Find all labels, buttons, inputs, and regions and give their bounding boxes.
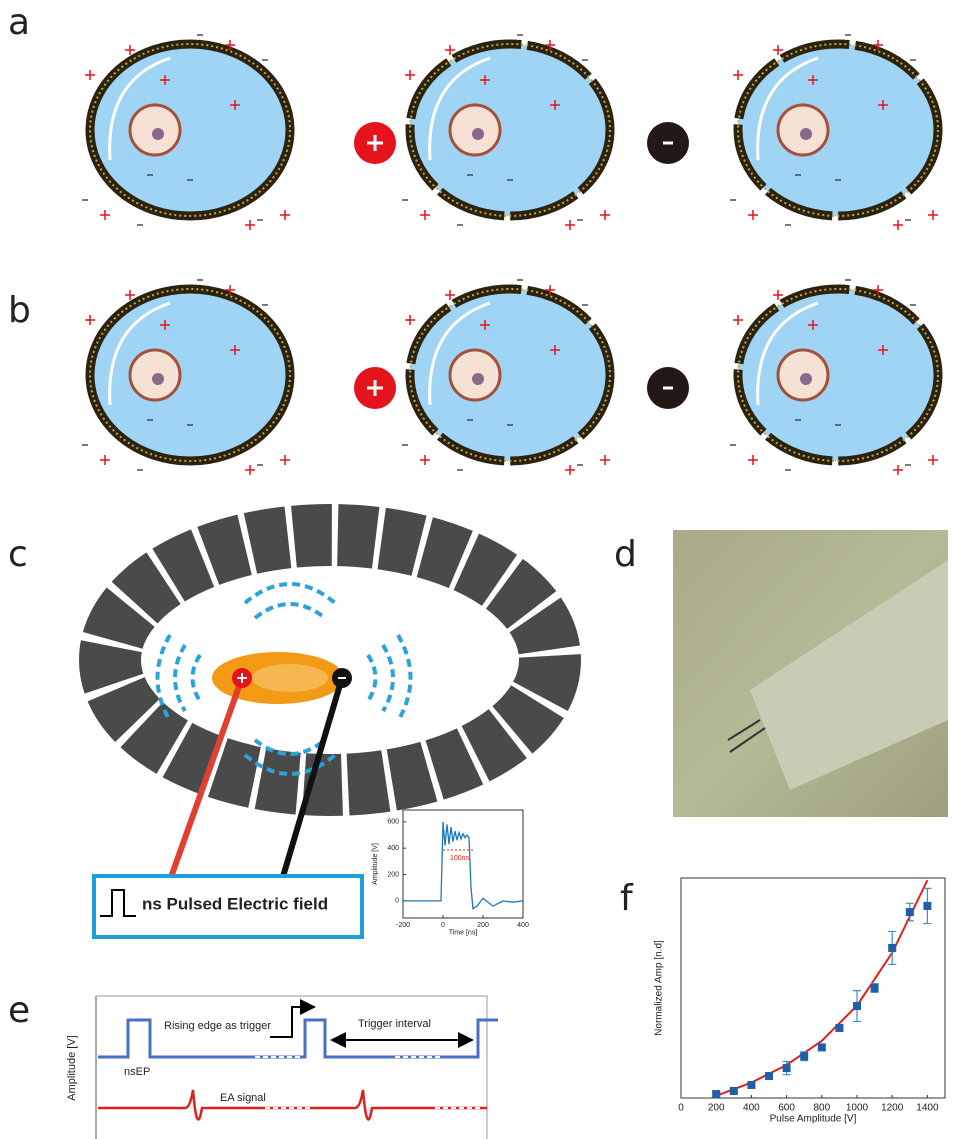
x-tick-label: 400 xyxy=(743,1103,760,1114)
fit-line xyxy=(716,880,927,1096)
charge-plus xyxy=(773,45,783,55)
cell xyxy=(730,35,938,230)
data-point xyxy=(923,902,931,910)
charge-plus xyxy=(600,210,610,220)
cell xyxy=(730,280,938,475)
panel-label: b xyxy=(8,290,31,331)
charge-plus xyxy=(280,210,290,220)
charge-plus xyxy=(928,210,938,220)
cell xyxy=(82,280,290,475)
x-tick-label: 400 xyxy=(517,922,529,929)
charge-plus xyxy=(405,70,415,80)
charge-plus xyxy=(280,455,290,465)
charge-plus xyxy=(893,465,903,475)
charge-plus xyxy=(100,455,110,465)
plot-frame xyxy=(403,810,523,918)
panel-label: a xyxy=(8,2,30,43)
x-tick-label: 600 xyxy=(778,1103,795,1114)
charge-plus xyxy=(928,455,938,465)
y-axis-label: Amplitude [V] xyxy=(372,843,379,885)
x-tick-label: 200 xyxy=(477,922,489,929)
x-axis-label: Pulse Amplitude [V] xyxy=(770,1114,857,1125)
data-point xyxy=(871,984,879,992)
annotation: Rising edge as trigger xyxy=(164,1020,271,1032)
data-point xyxy=(747,1081,755,1089)
charge-plus xyxy=(565,465,575,475)
y-axis-label: Amplitude [V] xyxy=(66,1035,78,1100)
charge-plus xyxy=(733,315,743,325)
x-tick-label: 200 xyxy=(708,1103,725,1114)
data-point xyxy=(853,1002,861,1010)
charge-plus xyxy=(125,45,135,55)
charge-plus xyxy=(748,455,758,465)
charge-plus xyxy=(100,210,110,220)
y-tick-label: 400 xyxy=(387,845,399,852)
x-axis-label: Time [ns] xyxy=(449,930,478,937)
y-tick-label: 200 xyxy=(387,871,399,878)
charge-plus xyxy=(773,290,783,300)
box-label: ns Pulsed Electric field xyxy=(142,894,328,913)
panel-label: c xyxy=(8,534,28,575)
charge-plus xyxy=(405,315,415,325)
data-point xyxy=(818,1043,826,1051)
nucleolus xyxy=(472,128,484,140)
nucleolus xyxy=(152,128,164,140)
charge-plus xyxy=(893,220,903,230)
data-point xyxy=(730,1087,738,1095)
annotation: nsEP xyxy=(124,1066,150,1078)
data-point xyxy=(800,1052,808,1060)
charge-plus xyxy=(445,290,455,300)
charge-plus xyxy=(445,45,455,55)
charge-plus xyxy=(565,220,575,230)
charge-plus xyxy=(245,465,255,475)
y-axis-label: Normalized Amp [n.d] xyxy=(654,940,665,1036)
nucleolus xyxy=(472,373,484,385)
x-tick-label: -200 xyxy=(396,922,410,929)
annotation: Trigger interval xyxy=(358,1018,431,1030)
photo xyxy=(673,530,948,817)
x-tick-label: 1000 xyxy=(846,1103,869,1114)
charge-plus xyxy=(733,70,743,80)
charge-plus xyxy=(245,220,255,230)
data-point xyxy=(888,944,896,952)
nucleolus xyxy=(800,373,812,385)
x-tick-label: 800 xyxy=(813,1103,830,1114)
cell xyxy=(402,280,610,475)
charge-plus xyxy=(748,210,758,220)
annotation: EA signal xyxy=(220,1092,266,1104)
y-tick-label: 600 xyxy=(387,819,399,826)
panel-label: d xyxy=(614,534,637,575)
data-point xyxy=(835,1024,843,1032)
cell xyxy=(82,35,290,230)
data-point xyxy=(712,1090,720,1098)
y-tick-label: 0 xyxy=(395,898,399,905)
charge-plus xyxy=(420,210,430,220)
x-tick-label: 0 xyxy=(678,1103,684,1114)
figure: a b c d e f ns Pulsed Electric field xyxy=(0,0,965,1139)
charge-plus xyxy=(125,290,135,300)
trigger-diagram xyxy=(96,996,498,1139)
x-tick-label: 0 xyxy=(441,922,445,929)
nucleolus xyxy=(800,128,812,140)
plot-frame xyxy=(681,878,945,1098)
cell xyxy=(402,35,610,230)
charge-plus xyxy=(600,455,610,465)
charge-plus xyxy=(85,70,95,80)
charge-plus xyxy=(420,455,430,465)
panel-label: f xyxy=(620,878,634,919)
nucleolus xyxy=(152,373,164,385)
data-point xyxy=(906,908,914,916)
panel-label: e xyxy=(8,990,30,1031)
charge-plus xyxy=(85,315,95,325)
data-point xyxy=(783,1064,791,1072)
data-point xyxy=(765,1072,773,1080)
x-tick-label: 1200 xyxy=(881,1103,904,1114)
chamber xyxy=(94,535,550,937)
annotation: 100ns xyxy=(450,855,470,862)
signal-line xyxy=(403,822,523,909)
x-tick-label: 1400 xyxy=(916,1103,939,1114)
